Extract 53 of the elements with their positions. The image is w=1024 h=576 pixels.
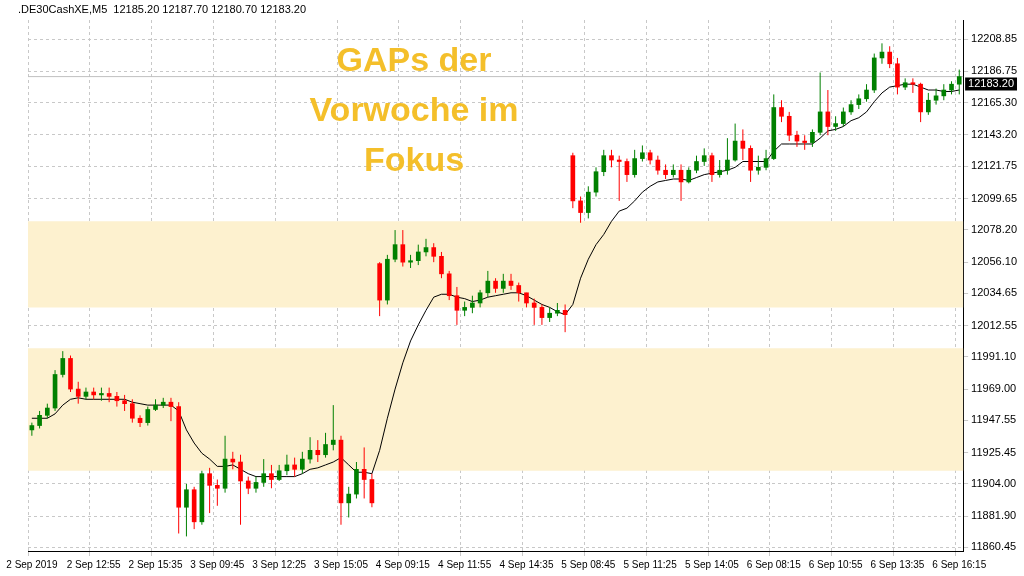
x-tick-label: 5 Sep 14:05 — [684, 558, 740, 570]
x-tick-label: 6 Sep 08:15 — [746, 558, 802, 570]
y-tick-label: 12012.55 — [971, 318, 1018, 331]
y-tick-label: 12208.85 — [971, 32, 1018, 45]
text: GAPs der Vorwoche im Fokus — [309, 40, 519, 179]
y-tick-label: 12165.30 — [971, 95, 1018, 108]
x-tick-label: 3 Sep 12:25 — [252, 558, 307, 570]
y-tick-label: 12056.10 — [971, 255, 1018, 268]
candlestick — [431, 242, 437, 263]
candlestick — [462, 301, 467, 317]
x-tick-label: 4 Sep 14:35 — [499, 558, 554, 570]
candlestick — [779, 99, 784, 123]
candlestick — [856, 93, 862, 110]
y-tick-label: 11991.10 — [971, 349, 1017, 362]
y-tick-label: 11904.00 — [971, 476, 1017, 489]
y-tick-label: 11881.90 — [971, 509, 1017, 522]
candlestick — [207, 467, 212, 514]
x-tick-label: 2 Sep 12:55 — [66, 558, 122, 570]
x-tick-label: 5 Sep 08:45 — [561, 558, 616, 570]
y-tick-label: 12121.75 — [971, 159, 1018, 172]
candlestick — [122, 394, 127, 412]
candlestick — [130, 398, 135, 424]
ref-line-label: 12183.20 — [968, 77, 1015, 90]
y-tick-label: 12099.65 — [971, 191, 1018, 204]
y-tick-label: 12143.20 — [971, 127, 1018, 140]
y-tick-label: 11947.55 — [971, 413, 1017, 426]
y-tick-label: 12078.20 — [971, 222, 1018, 235]
candlestick — [640, 144, 645, 162]
y-tick-label: 11969.00 — [971, 382, 1017, 395]
candlestick — [555, 302, 560, 317]
candlestick — [833, 115, 838, 132]
x-tick-label: 4 Sep 11:55 — [438, 558, 492, 570]
candlestick — [755, 155, 761, 176]
candlestick — [269, 464, 274, 489]
x-tick-label: 2 Sep 2019 — [6, 558, 58, 570]
x-tick-label: 3 Sep 15:05 — [314, 558, 369, 570]
x-tick-label: 6 Sep 10:55 — [808, 558, 864, 570]
y-tick-label: 11925.45 — [971, 445, 1017, 458]
x-tick-label: 6 Sep 16:15 — [932, 558, 987, 570]
y-tick-label: 12034.65 — [971, 286, 1018, 299]
x-tick-label: 6 Sep 13:35 — [870, 558, 925, 570]
x-tick-label: 2 Sep 15:35 — [128, 558, 183, 570]
candlestick — [956, 69, 962, 95]
candlestick — [701, 147, 707, 167]
x-tick-label: 3 Sep 09:45 — [190, 558, 245, 570]
y-tick-label: 12186.75 — [971, 64, 1018, 77]
y-tick-label: 11860.45 — [971, 540, 1017, 553]
chart-subtitle: .DE30CashXE,M5 12185.20 12187.70 12180.70 12183.20 — [18, 3, 307, 16]
x-tick-label: 5 Sep 11:25 — [623, 558, 678, 570]
candlestick — [215, 479, 220, 507]
candlestick — [261, 458, 267, 488]
x-tick-label: 4 Sep 09:15 — [375, 558, 431, 570]
candlestick — [694, 155, 699, 174]
